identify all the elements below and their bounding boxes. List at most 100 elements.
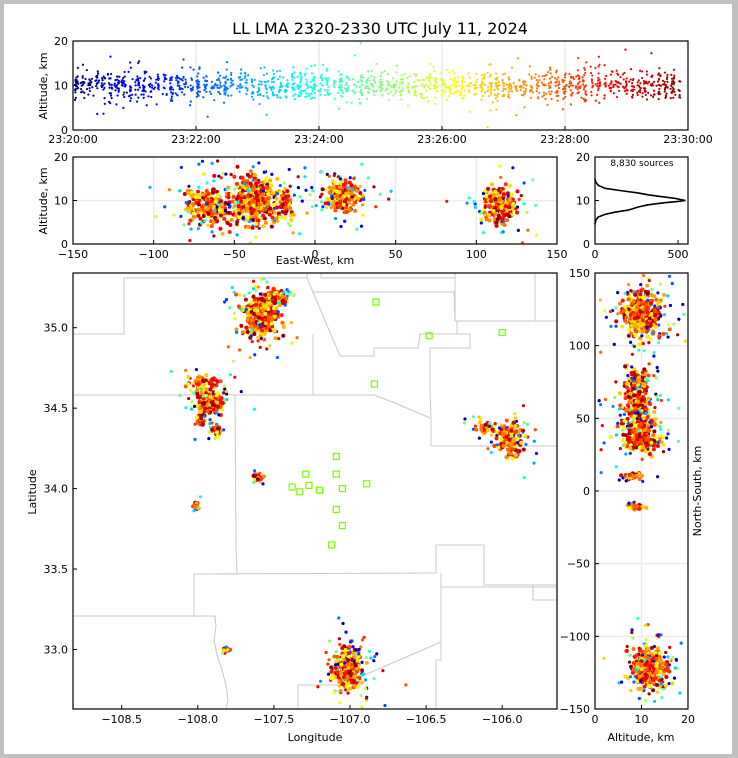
source-point xyxy=(283,187,287,191)
source-point xyxy=(372,185,376,189)
source-point xyxy=(645,326,649,330)
source-point xyxy=(484,194,489,199)
source-point xyxy=(148,185,152,189)
source-point xyxy=(202,76,205,79)
source-point xyxy=(250,225,255,230)
source-point xyxy=(399,81,402,85)
source-point xyxy=(281,196,286,201)
source-point xyxy=(427,100,430,103)
source-point xyxy=(567,85,571,88)
source-point xyxy=(256,198,261,203)
source-point xyxy=(263,311,268,316)
source-point xyxy=(583,68,587,71)
source-point xyxy=(359,674,363,678)
source-point xyxy=(503,182,508,187)
source-point xyxy=(354,648,358,652)
source-point xyxy=(228,223,233,228)
source-point xyxy=(507,93,510,96)
source-point xyxy=(574,86,577,89)
source-point xyxy=(569,84,572,87)
source-point xyxy=(398,90,402,93)
source-point xyxy=(148,85,152,88)
source-point xyxy=(95,79,98,82)
source-point xyxy=(366,70,370,73)
source-point xyxy=(523,92,527,95)
source-point xyxy=(277,301,281,305)
source-point xyxy=(148,75,151,78)
source-point xyxy=(196,213,201,218)
source-point xyxy=(604,77,607,80)
source-point xyxy=(264,329,268,333)
source-point xyxy=(347,180,352,185)
source-point xyxy=(171,99,174,102)
source-point xyxy=(555,78,559,81)
source-point xyxy=(674,93,677,96)
source-point xyxy=(390,85,393,88)
source-point xyxy=(353,663,358,668)
source-point xyxy=(640,329,645,334)
source-point xyxy=(489,433,493,437)
x-tick-label: −106.5 xyxy=(406,713,447,726)
source-point xyxy=(489,73,492,77)
source-point xyxy=(244,203,249,208)
source-point xyxy=(386,73,389,76)
source-point xyxy=(555,71,558,74)
source-point xyxy=(225,392,229,396)
source-point xyxy=(281,324,286,329)
source-point xyxy=(244,325,249,330)
source-point xyxy=(344,670,349,675)
source-point xyxy=(234,181,239,186)
source-point xyxy=(621,308,626,313)
source-point xyxy=(83,96,86,100)
county-border xyxy=(73,615,229,710)
source-point xyxy=(658,314,663,318)
source-point xyxy=(280,320,285,325)
source-point xyxy=(338,204,343,209)
source-point xyxy=(334,663,338,667)
source-point xyxy=(630,85,634,88)
source-point xyxy=(656,300,661,305)
source-point xyxy=(394,92,397,95)
source-point xyxy=(115,86,118,89)
x-tick-label: 100 xyxy=(466,248,487,261)
source-point xyxy=(361,93,364,97)
source-point xyxy=(389,189,393,193)
source-point xyxy=(74,78,77,81)
source-point xyxy=(283,205,288,210)
source-point xyxy=(182,223,186,227)
source-point xyxy=(293,98,296,101)
source-point xyxy=(488,75,491,78)
source-point xyxy=(297,87,300,91)
source-point xyxy=(360,162,364,166)
source-point xyxy=(183,93,186,96)
source-point xyxy=(630,89,633,92)
source-point xyxy=(489,440,493,444)
source-point xyxy=(192,68,195,71)
source-point xyxy=(375,89,378,92)
source-point xyxy=(201,394,205,398)
source-point xyxy=(274,196,279,201)
source-point xyxy=(212,215,217,220)
source-point xyxy=(81,76,84,79)
source-point xyxy=(517,449,522,454)
y-tick-label: 0 xyxy=(61,238,68,251)
source-point xyxy=(563,76,567,79)
source-point xyxy=(165,93,168,96)
source-point xyxy=(461,85,464,88)
source-point xyxy=(276,96,279,99)
source-point xyxy=(230,81,233,84)
source-point xyxy=(196,91,199,95)
county-borders xyxy=(73,273,558,710)
source-point xyxy=(172,213,176,217)
source-point xyxy=(529,96,532,99)
source-point xyxy=(407,86,410,89)
source-point xyxy=(633,333,638,338)
source-point xyxy=(241,78,244,81)
source-point xyxy=(282,76,285,79)
source-point xyxy=(327,639,332,643)
source-point xyxy=(344,205,349,210)
source-point xyxy=(240,330,244,334)
source-point xyxy=(521,447,526,452)
source-point xyxy=(615,69,618,72)
source-point xyxy=(325,69,328,72)
